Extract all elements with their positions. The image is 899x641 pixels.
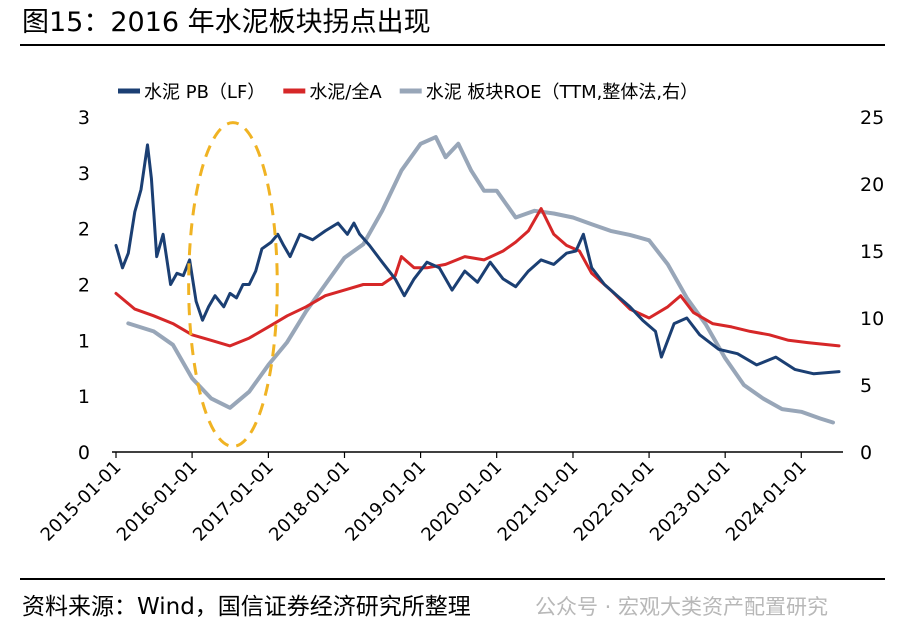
y-left-tick-label-3: 2 bbox=[78, 275, 90, 297]
y-right-tick-label-1: 5 bbox=[860, 375, 872, 397]
legend-label-1: 水泥/全A bbox=[309, 82, 382, 103]
source-note: 资料来源：Wind，国信证券经济研究所整理 bbox=[22, 594, 471, 620]
y-left-tick-label-2: 1 bbox=[78, 330, 90, 352]
top-rule bbox=[20, 44, 885, 46]
figure-title: 图15：2016 年水泥板块拐点出现 bbox=[22, 6, 431, 40]
x-tick-label-8: 2023-01-01 bbox=[646, 457, 735, 546]
x-tick-label-5: 2020-01-01 bbox=[417, 457, 506, 546]
x-tick-label-4: 2019-01-01 bbox=[341, 457, 430, 546]
y-left-tick-label-0: 0 bbox=[78, 442, 90, 464]
line-chart: 水泥 PB（LF） 水泥/全A 水泥 板块ROE（TTM,整体法,右） 2015-01… bbox=[37, 82, 884, 546]
y-right-tick-label-3: 15 bbox=[860, 241, 884, 263]
series-line-2 bbox=[126, 135, 835, 425]
legend-label-0: 水泥 PB（LF） bbox=[144, 82, 265, 103]
x-tick-label-9: 2024-01-01 bbox=[722, 457, 811, 546]
x-tick-label-3: 2018-01-01 bbox=[265, 457, 354, 546]
x-tick-label-1: 2016-01-01 bbox=[113, 457, 202, 546]
y-right-tick-label-2: 10 bbox=[860, 308, 884, 330]
y-left-tick-label-1: 1 bbox=[78, 386, 90, 408]
x-tick-label-7: 2022-01-01 bbox=[570, 457, 659, 546]
y-right-tick-label-4: 20 bbox=[860, 174, 884, 196]
legend-label-2: 水泥 板块ROE（TTM,整体法,右） bbox=[426, 82, 698, 103]
x-tick-label-0: 2015-01-01 bbox=[37, 457, 126, 546]
y-left-tick-label-5: 3 bbox=[78, 163, 90, 185]
y-left-tick-label-6: 3 bbox=[78, 107, 90, 129]
x-tick-label-2: 2017-01-01 bbox=[189, 457, 278, 546]
y-right-tick-label-0: 0 bbox=[860, 442, 872, 464]
series-line-1 bbox=[114, 207, 841, 348]
bottom-rule bbox=[20, 578, 885, 580]
y-left-tick-label-4: 2 bbox=[78, 219, 90, 241]
annotation-ellipse-0 bbox=[187, 121, 279, 448]
figure-label: 图15： bbox=[22, 7, 111, 38]
y-right-tick-label-5: 25 bbox=[860, 107, 884, 129]
x-tick-label-6: 2021-01-01 bbox=[494, 457, 583, 546]
figure-title-text: 2016 年水泥板块拐点出现 bbox=[110, 7, 431, 38]
watermark: 公众号 · 宏观大类资产配置研究 bbox=[535, 595, 829, 619]
